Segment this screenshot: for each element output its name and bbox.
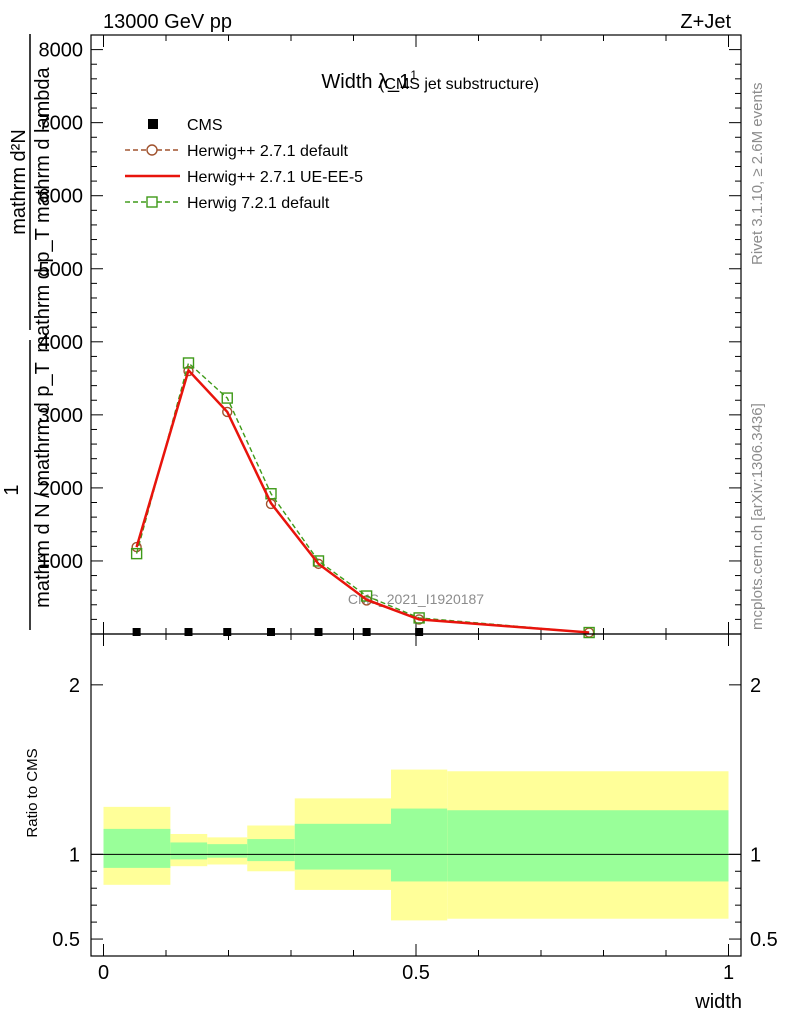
legend-item: Herwig 7.2.1 default [125,195,330,212]
series-point [314,628,323,636]
header-right: Z+Jet [680,11,731,33]
series-point [222,406,233,418]
ylabel-one: 1 [1,484,23,495]
legend: CMS Herwig++ 2.7.1 default Herwig++ 2.7.1 … [125,117,363,212]
ratio-band-inner [294,823,391,870]
series-0 [132,628,424,636]
legend-label: Herwig++ 2.7.1 default [187,143,349,160]
legend-item: CMS [148,117,223,134]
chart-title: Width λ_11 [321,68,417,93]
main-ytick-label: 7000 [39,113,84,135]
xtick-label: 0.5 [402,962,430,984]
main-ytick-label: 6000 [39,186,84,208]
series-point [362,628,371,636]
main-ytick-label: 4000 [39,332,84,354]
ratio-ytick-label-left: 2 [69,675,80,697]
ylabel-top-num: mathrm d²N [8,129,30,235]
main-panel-series [130,357,595,639]
main-ytick-label: 2000 [39,478,84,500]
series-line [135,367,590,634]
chart-subtitle: (CMS jet substructure) [379,76,539,93]
x-axis-label: width [694,991,742,1013]
series-point [184,628,193,636]
series-line [135,361,590,634]
legend-marker [146,144,158,156]
main-ytick-label: 1000 [39,551,84,573]
legend-label: Herwig++ 2.7.1 UE-EE-5 [187,169,363,186]
legend-item: Herwig++ 2.7.1 default [125,143,349,160]
series-point [221,392,233,404]
ratio-ytick-label-right: 0.5 [750,929,778,951]
ratio-band-inner [207,844,248,858]
xtick-label: 0 [98,962,109,984]
series-point [183,365,194,377]
ratio-bands [91,769,741,921]
ratio-band-inner [103,828,171,868]
main-panel-ticks: 1000 2000 3000 4000 5000 6000 7000 8000 [39,34,741,635]
ratio-band-inner [447,810,729,882]
ylabel-bottom-den: mathrm d N / mathrm d p_T [32,362,54,608]
legend-label: Herwig 7.2.1 default [187,195,330,212]
ylabel-top-den: mathrm d p_T mathrm d lambda [32,66,54,352]
series-point [223,628,232,636]
rivet-label: Rivet 3.1.10, ≥ 2.6M events [749,83,766,266]
series-point [265,498,277,510]
series-point [182,357,195,369]
ratio-frame [90,633,742,957]
ratio-ytick-label-right: 2 [750,675,761,697]
header-left: 13000 GeV pp [103,11,232,33]
legend-label: CMS [187,117,223,134]
series-point [312,555,325,567]
ratio-band-inner [170,842,208,860]
main-y-label: mathrm d²N mathrm d p_T mathrm d lambda … [1,34,54,630]
main-ytick-label: 8000 [39,40,84,62]
series-2 [135,367,590,634]
main-ytick-label: 3000 [39,405,84,427]
xtick-label: 1 [723,962,734,984]
legend-item: Herwig++ 2.7.1 UE-EE-5 [125,169,363,186]
main-ytick-label: 5000 [39,259,84,281]
legend-marker [146,196,158,208]
ratio-y-label: Ratio to CMS [24,748,41,837]
ratio-ytick-label-left: 1 [69,844,80,866]
series-point [415,628,424,636]
series-point [130,547,143,560]
series-point [132,628,141,636]
ratio-ytick-label-right: 1 [750,844,761,866]
ratio-band-inner [391,808,448,882]
series-point [267,628,275,636]
ratio-ytick-label-left: 0.5 [52,929,80,951]
ratio-panel-ticks: 0.5 0.5 1 1 2 2 0 0.5 1 [52,634,778,984]
ratio-band-inner [247,839,295,862]
legend-marker [148,119,158,129]
mcplots-label: mcplots.cern.ch [arXiv:1306.3436] [749,403,766,630]
